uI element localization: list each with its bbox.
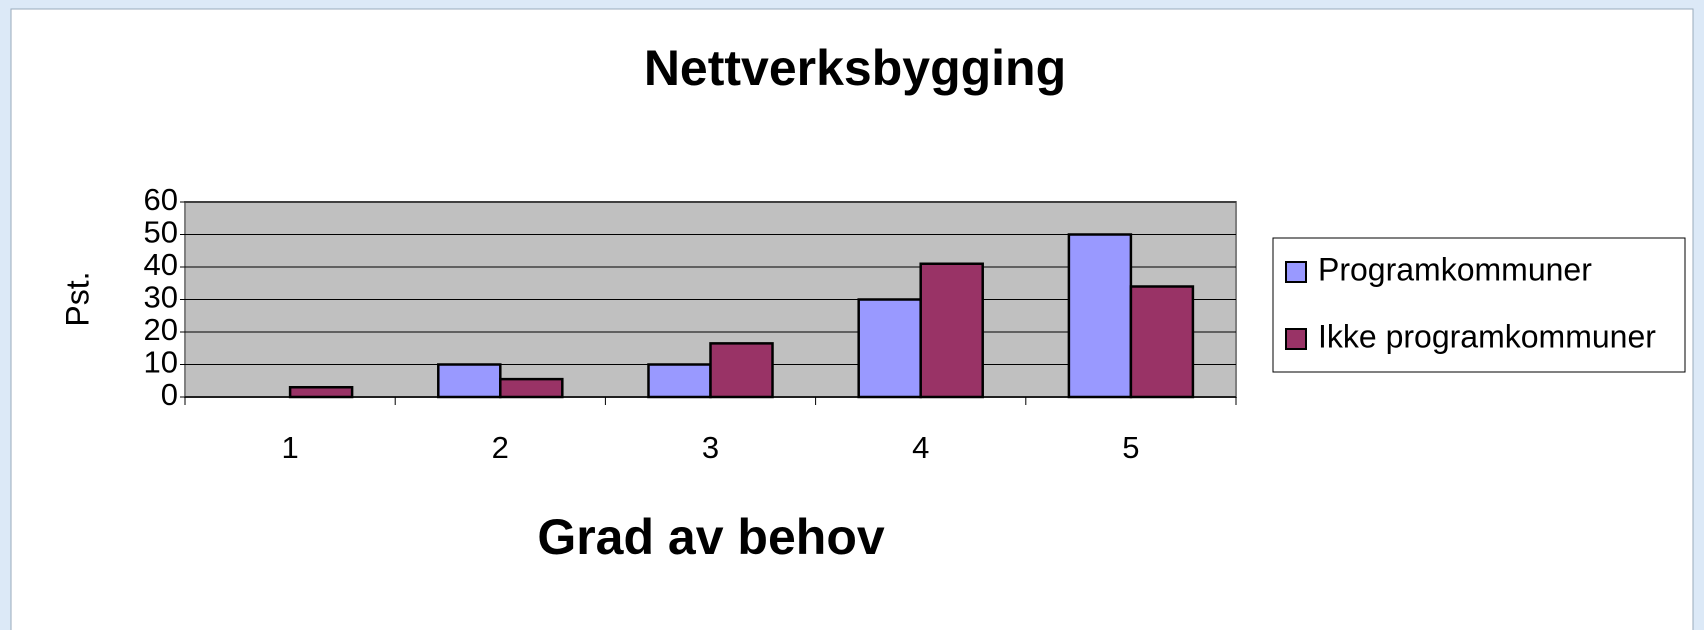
y-tick-label: 60 — [144, 182, 178, 217]
y-tick-label: 10 — [144, 345, 178, 380]
y-tick-label: 40 — [144, 247, 178, 282]
legend — [1272, 237, 1686, 373]
x-axis-label: Grad av behov — [537, 509, 885, 565]
y-axis-label: Pst. — [59, 271, 95, 326]
x-tick-label: 5 — [1122, 430, 1139, 465]
bar — [919, 262, 984, 399]
y-tick-label: 0 — [161, 377, 178, 412]
legend-label: Programkommuner — [1318, 251, 1592, 287]
bar — [288, 386, 354, 399]
bar — [499, 377, 564, 399]
bar — [709, 342, 774, 399]
bar — [1067, 233, 1133, 399]
bar — [857, 298, 922, 399]
x-tick-label: 4 — [912, 430, 929, 465]
legend-swatch — [1285, 261, 1307, 283]
bar — [437, 363, 502, 399]
bar — [1129, 285, 1195, 399]
x-tick-label: 3 — [702, 430, 719, 465]
x-tick-label: 2 — [492, 430, 509, 465]
y-tick-label: 50 — [144, 215, 178, 250]
bar — [647, 363, 712, 399]
legend-swatch — [1285, 328, 1307, 350]
legend-label: Ikke programkommuner — [1318, 318, 1656, 354]
chart-title: Nettverksbygging — [644, 40, 1066, 96]
x-tick-label: 1 — [281, 430, 298, 465]
y-tick-label: 30 — [144, 280, 178, 315]
y-tick-label: 20 — [144, 312, 178, 347]
